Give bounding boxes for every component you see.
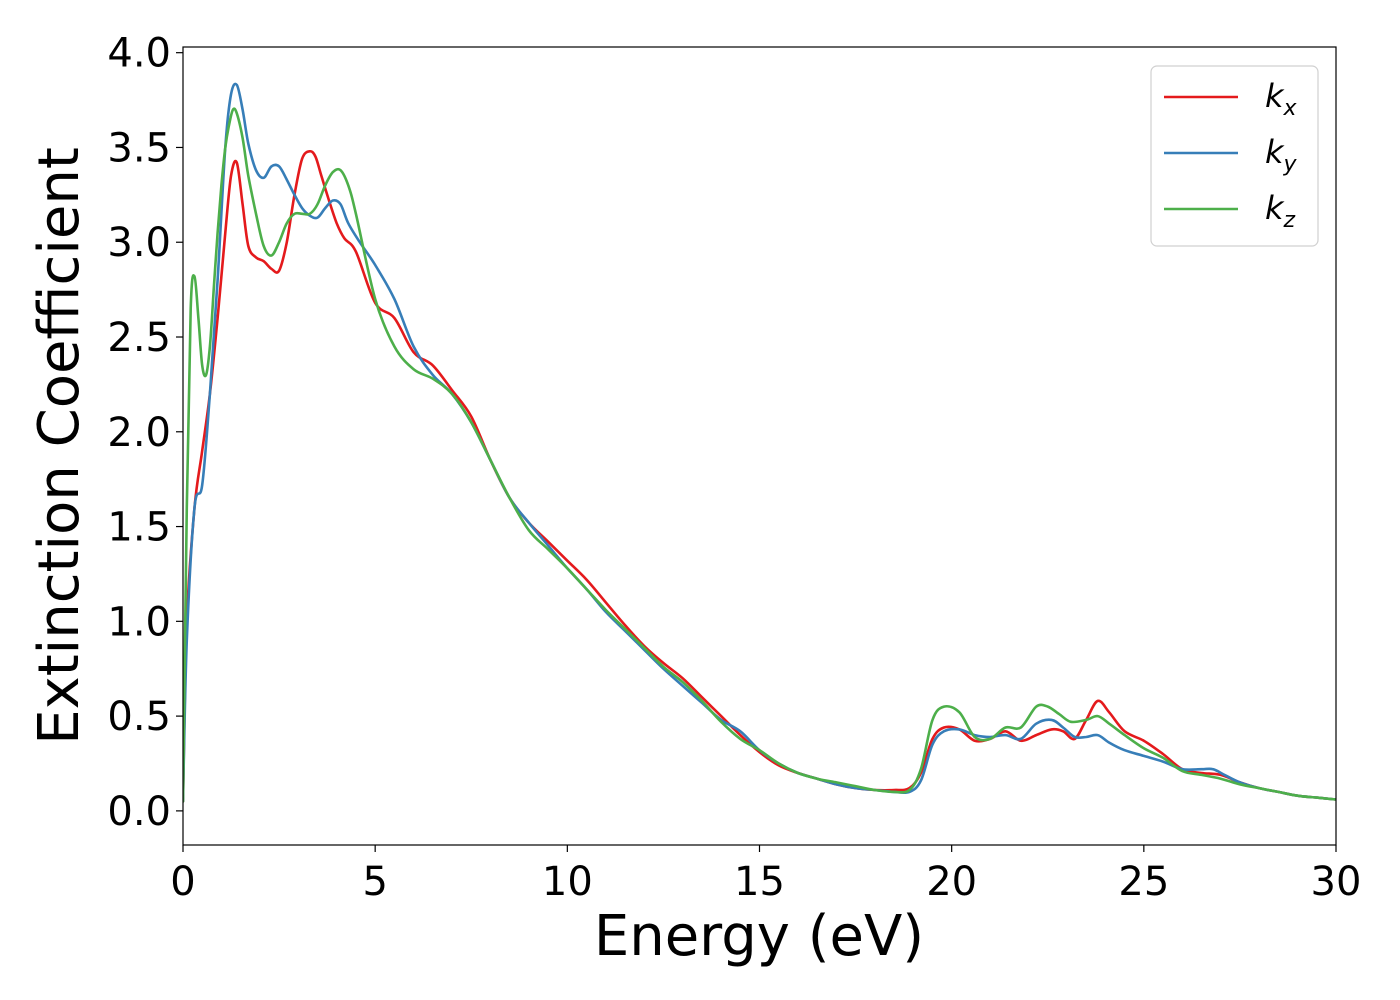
x-tick-label: 10 bbox=[542, 859, 593, 905]
y-tick-label: 1.5 bbox=[107, 505, 171, 551]
legend-label-ky: ky bbox=[1265, 133, 1298, 177]
x-tick-label: 25 bbox=[1118, 859, 1169, 905]
y-tick-label: 3.5 bbox=[107, 125, 171, 171]
legend-label-kx: kx bbox=[1265, 77, 1298, 121]
series-layer bbox=[183, 82, 1336, 803]
x-tick-label: 30 bbox=[1311, 859, 1362, 905]
y-tick-label: 0.0 bbox=[107, 789, 171, 835]
y-axis: 0.0 0.5 1.0 1.5 2.0 2.5 3.0 3.5 4.0 bbox=[107, 31, 183, 835]
y-tick-label: 0.5 bbox=[107, 694, 171, 740]
y-tick-label: 4.0 bbox=[107, 31, 171, 77]
y-tick-label: 2.5 bbox=[107, 315, 171, 361]
x-tick-label: 5 bbox=[362, 859, 387, 905]
y-axis-label: Extinction Coefficient bbox=[27, 147, 92, 745]
y-tick-label: 1.0 bbox=[107, 599, 171, 645]
x-tick-label: 15 bbox=[734, 859, 785, 905]
y-tick-label: 2.0 bbox=[107, 410, 171, 456]
legend: kx ky kz bbox=[1150, 65, 1319, 247]
x-tick-label: 0 bbox=[170, 859, 195, 905]
legend-label-kz: kz bbox=[1265, 189, 1296, 233]
x-tick-label: 20 bbox=[926, 859, 977, 905]
y-tick-label: 3.0 bbox=[107, 220, 171, 266]
series-line-kz bbox=[183, 107, 1336, 803]
series-line-kx bbox=[183, 149, 1336, 803]
x-axis-label: Energy (eV) bbox=[594, 904, 924, 969]
x-axis: 0 5 10 15 20 25 30 bbox=[170, 845, 1361, 905]
legend-box bbox=[1150, 65, 1319, 247]
